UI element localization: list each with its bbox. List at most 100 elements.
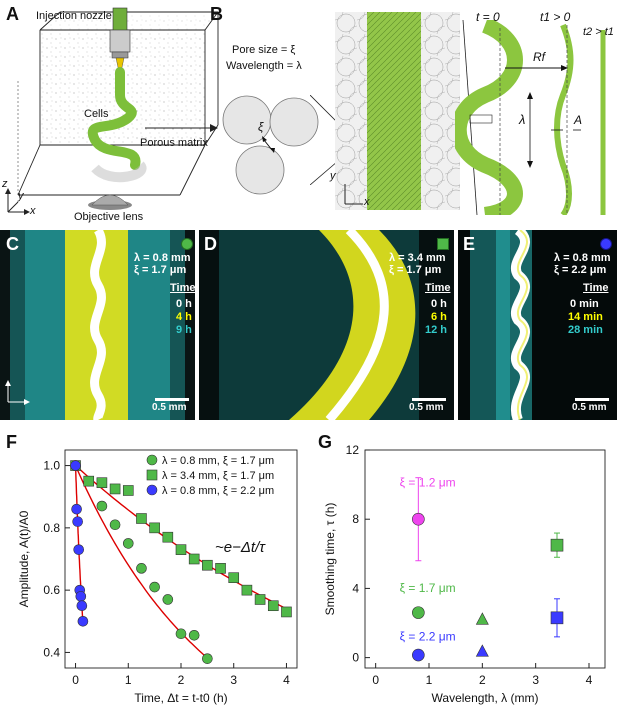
y-tick-label: 0.8 [43,521,60,535]
data-point-1 [83,475,95,487]
legend-marker-1 [146,469,158,481]
axis-y-label: y [18,190,24,202]
injection-nozzle-label: Injection nozzle [36,10,112,22]
micrograph-c [0,230,195,420]
d-marker-icon [437,238,449,250]
data-point-2 [75,591,87,602]
matrix-micrograph [335,12,460,210]
fit-curve-0 [74,465,208,659]
y-tick-label: 12 [346,443,360,457]
y-tick-label: 0.4 [43,645,60,659]
panel-label-b: B [210,4,223,24]
d-lambda: λ = 3.4 mm [389,252,446,264]
rf-label: Rf [533,50,545,64]
data-point-2 [72,516,83,527]
data-point-2 [73,544,85,555]
legend-label-1: λ = 3.4 mm, ξ = 1.7 μm [162,470,274,482]
data-point-0 [109,519,121,531]
data-point-1 [109,483,121,495]
t2-label: t2 > t1 [583,26,614,38]
panel-label-d: D [204,234,217,254]
data-point-2 [71,503,82,515]
data-point-0 [175,628,187,640]
c-marker-icon [181,238,193,250]
c-time-header: Time [170,282,196,294]
x-tick-label: 1 [426,673,433,687]
amplitude-label: A [574,113,583,127]
micrograph-e [458,230,617,420]
data-point-1 [550,538,564,552]
data-point-1 [228,572,240,583]
x-axis-title: Time, Δt = t-t0 (h) [134,691,227,705]
data-point-1 [412,606,425,619]
cell-filament [87,67,141,170]
e-time-header: Time [583,282,609,294]
e-xi: ξ = 2.2 μm [554,264,607,276]
panel-label-g: G [318,432,333,452]
cells-label: Cells [84,108,109,120]
data-point-1 [254,594,266,605]
t1-label: t1 > 0 [540,10,571,24]
porous-matrix-label: Porous matrix [140,137,208,149]
objective-lens-icon [91,194,129,206]
y-tick-label: 8 [352,512,359,526]
x-tick-label: 3 [532,673,539,687]
pore-size-label: Pore size = ξ [232,44,296,56]
e-time-1: 14 min [568,311,603,323]
panel-label-e: E [463,234,476,254]
x-tick-label: 0 [372,673,379,687]
panel-a-illustration [5,7,220,215]
nozzle-icon [109,29,131,53]
objective-lens-label: Objective lens [74,211,144,223]
data-point-0 [202,653,213,664]
d-time-2: 12 h [425,324,448,336]
c-scale: 0.5 mm [152,402,187,413]
data-point-1 [215,563,226,574]
axis-x-label: x [30,205,36,217]
y-tick-label: 4 [352,581,359,595]
legend-label-2: λ = 0.8 mm, ξ = 2.2 μm [162,485,274,497]
y-tick-label: 1.0 [43,459,60,473]
data-point-1 [188,553,200,565]
data-point-1 [175,544,187,555]
d-xi: ξ = 1.7 μm [389,264,442,276]
panel-label-f: F [6,432,17,452]
c-lambda: λ = 0.8 mm [134,252,191,264]
xi-annotation-2: ξ = 2.2 μm [400,629,456,643]
e-scale: 0.5 mm [572,402,607,413]
x-tick-label: 3 [230,673,237,687]
xi-annotation-1: ξ = 1.7 μm [400,581,456,595]
data-point-2 [475,644,489,657]
data-point-0 [188,630,200,641]
legend-marker-2 [146,484,158,496]
x-tick-label: 0 [72,673,79,687]
micrograph-d [199,230,454,420]
x-tick-label: 4 [283,673,290,687]
e-marker-icon [600,238,612,250]
d-scale: 0.5 mm [409,402,444,413]
data-point-1 [149,522,160,534]
wavelength-label: Wavelength = λ [226,60,302,72]
plot-frame [364,449,606,669]
data-point-2 [70,460,81,471]
lambda-label: λ [519,112,526,127]
c-xi: ξ = 1.7 μm [134,264,187,276]
y-tick-label: 0.6 [43,583,60,597]
xi-label: ξ [258,120,264,134]
b-axis-x: x [364,196,370,208]
fit-annotation: ~e−Δt/τ [215,539,266,556]
y-axis-title: Amplitude, A(t)/A0 [17,510,31,607]
data-point-2 [77,615,89,627]
t0-label: t = 0 [476,10,500,24]
data-point-2 [412,648,425,662]
data-point-0 [162,594,174,605]
c-scale-bar [155,398,189,401]
x-axis-title: Wavelength, λ (mm) [432,691,539,705]
data-point-1 [475,612,489,625]
data-point-1 [136,513,147,524]
data-point-1 [281,606,292,618]
axis-z-label: z [2,178,8,190]
data-point-0 [136,563,147,574]
x-tick-label: 2 [178,673,185,687]
